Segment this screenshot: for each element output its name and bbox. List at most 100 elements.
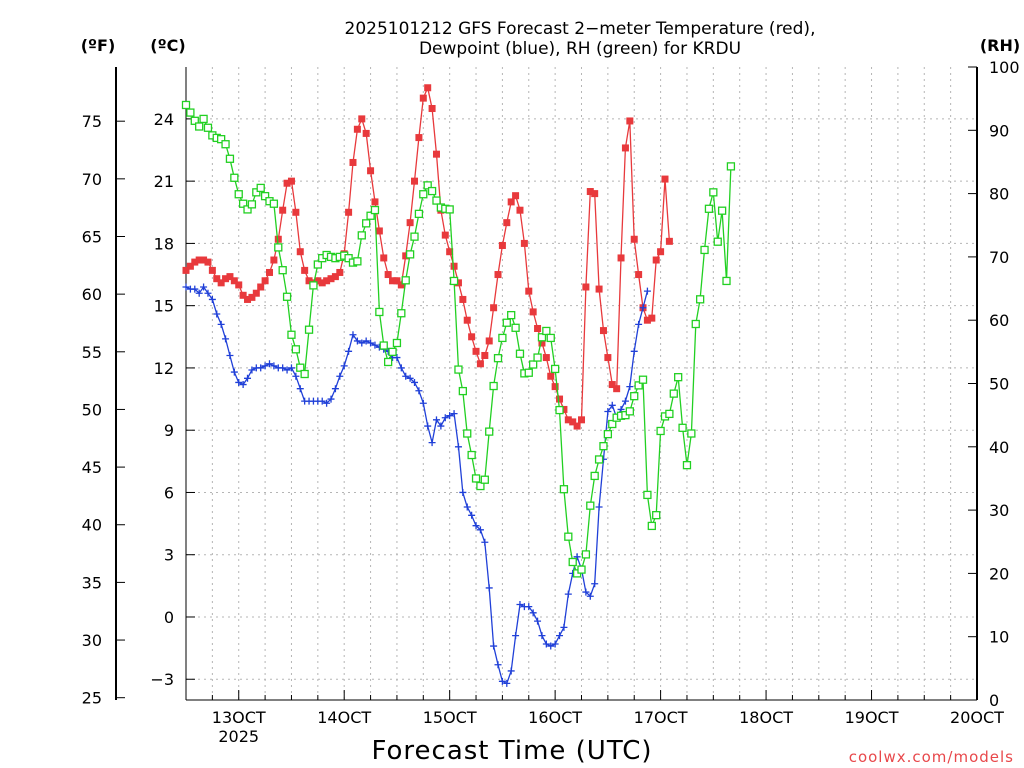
rh-point bbox=[427, 186, 437, 196]
temperature-point bbox=[507, 198, 515, 206]
dewpoint-point bbox=[621, 397, 629, 405]
dewpoint-point bbox=[349, 331, 357, 339]
temperature-point bbox=[419, 94, 427, 102]
rh-tick-label: 70 bbox=[989, 248, 1009, 267]
rh-point bbox=[691, 319, 700, 329]
dewpoint-point bbox=[564, 590, 572, 598]
dewpoint-point bbox=[353, 337, 361, 345]
rh-point bbox=[414, 209, 424, 219]
dewpoint-point bbox=[494, 661, 502, 669]
dewpoint-point bbox=[200, 283, 208, 291]
rh-point bbox=[238, 199, 248, 208]
temperature-point bbox=[446, 248, 454, 256]
rh-point bbox=[656, 426, 665, 436]
temperature-point bbox=[186, 262, 194, 270]
temperature-point bbox=[195, 256, 203, 264]
dewpoint-point bbox=[591, 580, 599, 588]
rh-tick-label: 20 bbox=[989, 564, 1009, 583]
temperature-point bbox=[274, 235, 282, 243]
temperature-point bbox=[265, 268, 273, 276]
temperature-point bbox=[542, 354, 550, 362]
celsius-tick-label: 21 bbox=[154, 172, 174, 191]
temperature-point bbox=[235, 281, 243, 289]
dewpoint-point bbox=[573, 553, 581, 561]
dewpoint-point bbox=[481, 538, 489, 546]
rh-point bbox=[586, 501, 595, 510]
temperature-point bbox=[208, 266, 216, 274]
dewpoint-point bbox=[283, 366, 291, 374]
temperature-point bbox=[450, 262, 458, 270]
fahrenheit-tick-label: 40 bbox=[82, 516, 102, 535]
dewpoint-point bbox=[257, 364, 265, 372]
rh-point bbox=[717, 206, 727, 215]
temperature-point bbox=[384, 271, 392, 279]
fahrenheit-tick-label: 45 bbox=[82, 458, 102, 477]
dewpoint-point bbox=[485, 584, 493, 592]
x-tick-label: 16OCT bbox=[528, 708, 582, 727]
fahrenheit-tick-label: 35 bbox=[82, 573, 102, 592]
rh-point bbox=[507, 310, 516, 320]
rh-point bbox=[225, 154, 235, 163]
dewpoint-point bbox=[217, 320, 225, 328]
rh-point bbox=[696, 295, 705, 304]
temperature-point bbox=[314, 277, 322, 285]
temperature-point bbox=[481, 351, 489, 359]
rh-point bbox=[313, 260, 322, 269]
temperature-line bbox=[185, 85, 671, 427]
rh-point bbox=[357, 231, 366, 240]
dewpoint-point bbox=[411, 378, 419, 386]
temperature-point bbox=[459, 295, 467, 303]
celsius-tick-label: 12 bbox=[154, 359, 174, 378]
rh-tick-label: 90 bbox=[989, 121, 1009, 140]
rh-point bbox=[568, 557, 577, 567]
temperature-point bbox=[389, 277, 397, 285]
rh-point bbox=[669, 389, 678, 398]
dewpoint-point bbox=[362, 337, 370, 345]
rh-point bbox=[388, 347, 397, 357]
temperature-point bbox=[520, 239, 528, 247]
rh-point bbox=[366, 211, 375, 220]
celsius-tick-label: −3 bbox=[150, 670, 174, 689]
rh-point bbox=[375, 307, 384, 317]
temperature-point bbox=[222, 275, 230, 283]
dewpoint-point bbox=[340, 362, 348, 370]
rh-point bbox=[709, 188, 718, 197]
rh-point bbox=[392, 338, 402, 348]
rh-point bbox=[542, 326, 551, 336]
dewpoint-point bbox=[208, 295, 216, 303]
temperature-point bbox=[336, 268, 344, 276]
temperature-series bbox=[182, 84, 673, 430]
rh-tick-label: 50 bbox=[989, 375, 1009, 394]
temperature-point bbox=[331, 273, 339, 281]
dewpoint-point bbox=[222, 335, 230, 343]
data-series bbox=[181, 84, 736, 687]
fahrenheit-tick-label: 55 bbox=[82, 343, 102, 362]
dewpoint-point bbox=[415, 387, 423, 395]
temperature-point bbox=[283, 179, 291, 187]
temperature-point bbox=[397, 281, 405, 289]
fahrenheit-tick-label: 60 bbox=[82, 285, 102, 304]
dewpoint-point bbox=[459, 488, 467, 496]
temperature-point bbox=[476, 360, 484, 368]
temperature-point bbox=[358, 115, 366, 123]
rh-tick-label: 0 bbox=[989, 691, 999, 710]
temperature-point bbox=[200, 256, 208, 264]
rh-series bbox=[181, 100, 736, 578]
temperature-point bbox=[441, 231, 449, 239]
rh-point bbox=[577, 565, 586, 574]
rh-point bbox=[449, 276, 459, 286]
rh-point bbox=[291, 345, 301, 354]
dewpoint-point bbox=[371, 341, 379, 349]
dewpoint-point bbox=[608, 401, 616, 409]
temperature-point bbox=[503, 219, 511, 227]
temperature-point bbox=[380, 254, 388, 262]
temperature-point bbox=[490, 304, 498, 312]
dewpoint-point bbox=[437, 422, 445, 430]
temperature-point bbox=[415, 134, 423, 142]
rh-point bbox=[419, 190, 428, 199]
fahrenheit-tick-label: 30 bbox=[82, 631, 102, 650]
rh-point bbox=[476, 481, 485, 491]
rh-point bbox=[243, 205, 252, 214]
rh-point bbox=[269, 199, 279, 208]
dewpoint-line bbox=[185, 285, 649, 685]
